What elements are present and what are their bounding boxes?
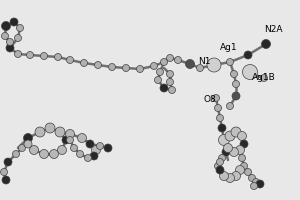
Circle shape bbox=[1, 168, 7, 176]
Circle shape bbox=[58, 146, 67, 154]
Text: O8: O8 bbox=[204, 96, 217, 104]
Circle shape bbox=[77, 134, 86, 142]
Circle shape bbox=[169, 86, 176, 94]
Circle shape bbox=[222, 148, 230, 156]
Circle shape bbox=[244, 168, 251, 176]
Circle shape bbox=[6, 44, 14, 52]
Circle shape bbox=[232, 171, 241, 180]
Circle shape bbox=[67, 136, 73, 144]
Circle shape bbox=[7, 38, 14, 46]
Circle shape bbox=[250, 182, 257, 190]
Circle shape bbox=[225, 131, 235, 141]
Text: Ag1: Ag1 bbox=[220, 44, 238, 52]
Circle shape bbox=[217, 114, 224, 121]
Circle shape bbox=[196, 64, 203, 72]
Circle shape bbox=[218, 124, 226, 132]
Circle shape bbox=[45, 123, 55, 133]
Circle shape bbox=[260, 74, 268, 82]
Circle shape bbox=[214, 162, 221, 170]
Circle shape bbox=[70, 144, 77, 152]
Circle shape bbox=[65, 130, 74, 138]
Circle shape bbox=[85, 154, 92, 162]
Circle shape bbox=[218, 134, 230, 146]
Circle shape bbox=[50, 150, 58, 158]
Circle shape bbox=[256, 180, 264, 188]
Circle shape bbox=[175, 56, 182, 64]
Circle shape bbox=[23, 134, 32, 142]
Circle shape bbox=[238, 154, 245, 162]
Circle shape bbox=[35, 127, 45, 137]
Circle shape bbox=[40, 52, 47, 60]
Circle shape bbox=[67, 56, 73, 64]
Circle shape bbox=[154, 76, 161, 84]
Circle shape bbox=[122, 64, 130, 72]
Circle shape bbox=[226, 58, 233, 66]
Circle shape bbox=[241, 162, 248, 170]
Circle shape bbox=[236, 146, 244, 154]
Circle shape bbox=[80, 60, 88, 66]
Circle shape bbox=[207, 58, 221, 72]
Circle shape bbox=[167, 78, 173, 86]
Circle shape bbox=[2, 32, 8, 40]
Text: N2A: N2A bbox=[264, 25, 283, 34]
Circle shape bbox=[26, 51, 34, 58]
Circle shape bbox=[151, 62, 158, 70]
Circle shape bbox=[16, 24, 23, 31]
Circle shape bbox=[236, 166, 244, 174]
Circle shape bbox=[226, 173, 235, 182]
Text: N1: N1 bbox=[198, 58, 211, 66]
Circle shape bbox=[90, 152, 98, 160]
Circle shape bbox=[216, 166, 224, 174]
Circle shape bbox=[55, 127, 65, 137]
Circle shape bbox=[218, 154, 226, 162]
Circle shape bbox=[136, 66, 143, 72]
Circle shape bbox=[14, 34, 22, 42]
Circle shape bbox=[40, 150, 49, 158]
Circle shape bbox=[29, 146, 38, 154]
Circle shape bbox=[214, 104, 221, 112]
Circle shape bbox=[185, 60, 194, 68]
Text: Ag1B: Ag1B bbox=[252, 73, 276, 82]
Circle shape bbox=[262, 40, 271, 48]
Circle shape bbox=[212, 95, 220, 102]
Circle shape bbox=[104, 144, 112, 152]
Circle shape bbox=[62, 136, 70, 144]
Circle shape bbox=[217, 158, 224, 166]
Circle shape bbox=[220, 171, 229, 180]
Circle shape bbox=[97, 142, 104, 150]
Circle shape bbox=[230, 148, 238, 156]
Circle shape bbox=[224, 144, 232, 152]
Circle shape bbox=[242, 64, 257, 79]
Circle shape bbox=[10, 18, 18, 26]
Circle shape bbox=[244, 51, 252, 59]
Circle shape bbox=[94, 62, 101, 68]
Circle shape bbox=[2, 21, 10, 30]
Circle shape bbox=[232, 80, 239, 88]
Circle shape bbox=[230, 71, 238, 77]
Circle shape bbox=[248, 174, 256, 182]
Circle shape bbox=[24, 140, 32, 148]
Circle shape bbox=[55, 53, 62, 60]
Circle shape bbox=[109, 64, 116, 71]
Circle shape bbox=[92, 146, 100, 154]
Circle shape bbox=[19, 144, 26, 152]
Circle shape bbox=[4, 158, 12, 166]
Circle shape bbox=[232, 92, 240, 100]
Circle shape bbox=[160, 58, 167, 66]
Circle shape bbox=[160, 84, 168, 92]
Circle shape bbox=[253, 178, 260, 186]
Circle shape bbox=[167, 71, 173, 77]
Circle shape bbox=[167, 54, 173, 62]
Circle shape bbox=[157, 68, 164, 75]
Circle shape bbox=[226, 102, 233, 110]
Circle shape bbox=[86, 140, 94, 148]
Circle shape bbox=[14, 50, 22, 58]
Circle shape bbox=[240, 140, 248, 148]
Circle shape bbox=[13, 150, 20, 158]
Circle shape bbox=[238, 132, 247, 140]
Circle shape bbox=[2, 176, 10, 184]
Circle shape bbox=[76, 150, 83, 158]
Circle shape bbox=[231, 127, 241, 137]
